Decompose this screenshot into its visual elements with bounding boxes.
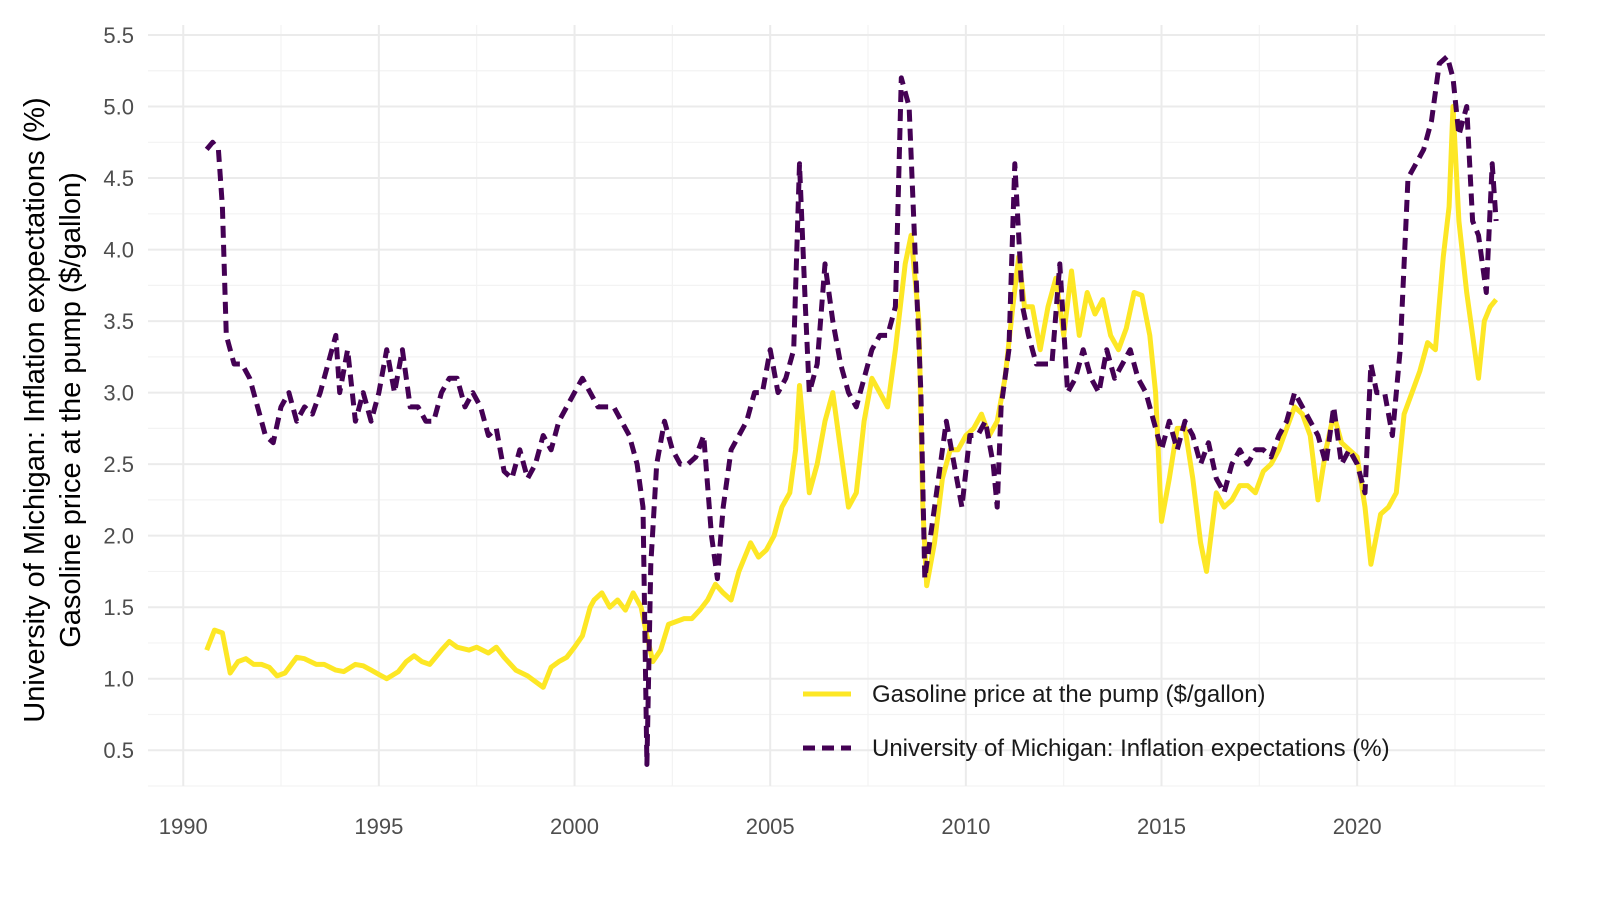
x-tick-label: 2005 [746,814,795,839]
y-tick-label: 2.5 [103,452,134,477]
series-lines [204,54,1499,767]
y-axis-title-line-2: Gasoline price at the pump ($/gallon) [55,172,87,648]
inflation-expectations-line [204,54,1499,767]
legend-gasoline-label: Gasoline price at the pump ($/gallon) [872,681,1266,708]
x-tick-label: 1995 [354,814,403,839]
y-tick-label: 3.0 [103,381,134,406]
x-tick-label: 2015 [1137,814,1186,839]
y-tick-label: 4.5 [103,166,134,191]
y-tick-label: 1.0 [103,667,134,692]
x-tick-labels: 1990 1995 2000 2005 2010 2015 2020 [159,814,1382,839]
x-tick-label: 2000 [550,814,599,839]
y-tick-label: 5.5 [103,23,134,48]
legend-inflation-label: University of Michigan: Inflation expect… [872,735,1390,762]
y-axis-title-line-1: University of Michigan: Inflation expect… [19,97,51,722]
y-tick-label: 2.0 [103,524,134,549]
x-tick-label: 2020 [1333,814,1382,839]
gasoline-price-line [204,104,1499,690]
y-tick-label: 4.0 [103,238,134,263]
y-tick-label: 3.5 [103,309,134,334]
y-tick-label: 0.5 [103,738,134,763]
y-tick-label: 5.0 [103,95,134,120]
y-tick-label: 1.5 [103,595,134,620]
legend: Gasoline price at the pump ($/gallon) Uni… [803,681,1390,762]
y-tick-labels: 0.5 1.0 1.5 2.0 2.5 3.0 3.5 4.0 4.5 5.0 5.5 [103,23,134,763]
x-tick-label: 1990 [159,814,208,839]
x-tick-label: 2010 [941,814,990,839]
